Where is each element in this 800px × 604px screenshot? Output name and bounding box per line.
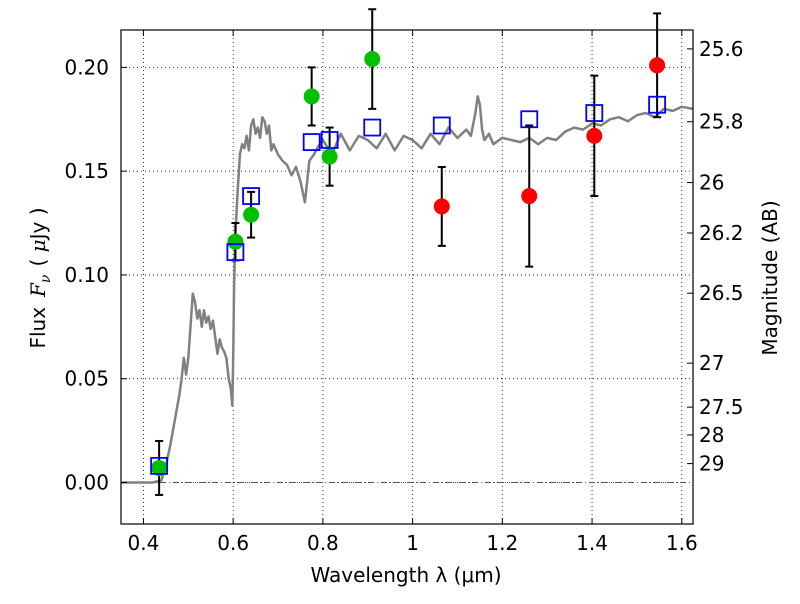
x-tick-label: 0.4 — [128, 531, 160, 555]
x-tick-label: 0.8 — [307, 531, 339, 555]
plot-frame — [120, 29, 694, 525]
right-tick-label: 28 — [699, 423, 724, 447]
x-tick-label: 1.4 — [576, 531, 608, 555]
y-label-symbol: F — [26, 282, 50, 298]
axis-ticks: 0.4 0.6 0.8 1 1.2 1.4 1.6 0.00 0.05 0.10 0.15 0.20 2… — [64, 30, 744, 555]
right-tick-label: 29 — [699, 452, 724, 476]
y-label-unit-open: ( — [26, 252, 50, 266]
y-tick-label: 0.05 — [64, 367, 109, 391]
green-data-point — [243, 206, 260, 223]
model-photometry-square — [432, 116, 451, 135]
model-photometry-square — [302, 133, 321, 151]
right-tick-label: 25.6 — [699, 37, 744, 61]
model-photometry-square — [648, 95, 667, 114]
green-data-point — [303, 88, 320, 105]
right-tick-label: 25.8 — [699, 110, 744, 134]
model-photometry-square — [320, 131, 339, 149]
x-tick-label: 1.6 — [666, 531, 698, 555]
green-data-point — [321, 148, 338, 165]
x-axis-label: Wavelength λ (μm) — [310, 563, 501, 587]
red-data-point — [521, 188, 538, 205]
red-data-point — [433, 198, 450, 215]
red-data-point — [586, 127, 603, 144]
grid — [121, 30, 693, 524]
model-photometry-square — [363, 118, 382, 137]
plot-area — [121, 8, 694, 496]
y-axis-label-left: Flux Fν ( μJy ) — [26, 207, 54, 348]
green-data-point — [227, 233, 244, 250]
x-tick-label: 1.2 — [486, 531, 518, 555]
y-axis-label-right: Magnitude (AB) — [758, 200, 782, 355]
y-tick-label: 0.15 — [64, 159, 109, 183]
red-data-point — [649, 57, 666, 74]
model-photometry-square — [242, 187, 261, 205]
model-photometry-square — [226, 243, 245, 261]
y-label-unit-rest: Jy ) — [26, 207, 50, 241]
y-tick-label: 0.10 — [64, 263, 109, 287]
model-spectrum-line — [121, 95, 694, 484]
y-tick-label: 0.20 — [64, 55, 109, 79]
model-photometry-square — [585, 104, 604, 122]
x-tick-label: 1 — [406, 531, 419, 555]
y-label-mu: μ — [26, 239, 50, 252]
model-photometry-square — [150, 456, 169, 475]
y-label-word: Flux — [26, 307, 50, 349]
right-tick-label: 26.5 — [699, 281, 744, 305]
y-tick-label: 0.00 — [64, 470, 109, 494]
y-label-sub: ν — [38, 274, 54, 283]
right-tick-label: 26.2 — [699, 221, 744, 245]
right-tick-label: 27 — [699, 351, 724, 375]
x-tick-label: 0.6 — [217, 531, 249, 555]
green-data-point — [364, 51, 381, 68]
right-tick-label: 27.5 — [699, 395, 744, 419]
right-tick-label: 26 — [699, 171, 724, 195]
model-photometry-square — [520, 110, 539, 129]
